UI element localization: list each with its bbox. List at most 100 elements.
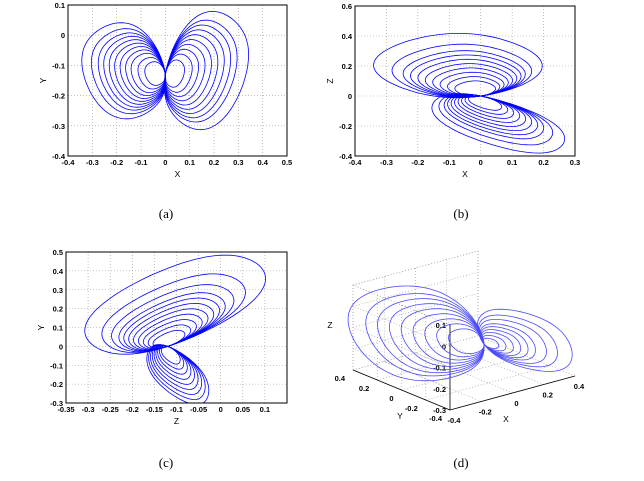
attractor-loop-2-1-7: [148, 344, 206, 401]
attractor-loop-1-1-3: [457, 94, 521, 123]
attractor-loop-3-0-6: [377, 298, 485, 374]
panel-a: -0.4 -0.3 -0.2 -0.1 0 0.1 0.2 0.3 0.4 0.5 0.1 0 -0.1…: [38, 1, 292, 179]
attractor-loop-1-1-2: [461, 94, 515, 119]
y-tick-label: -0.4: [429, 414, 443, 423]
x-tick-label: 0.4: [257, 158, 268, 167]
attractor-loop-3-1-4: [480, 326, 529, 359]
y-tick-label: -0.3: [50, 399, 63, 408]
x-tick-label: -0.2: [411, 158, 424, 167]
grid-line: [477, 335, 576, 377]
attractor-loop-0-1-9: [163, 10, 250, 131]
attractor-loop-1-0-7: [402, 50, 526, 98]
y-tick-label: 0: [59, 342, 63, 351]
x-tick-label: -0.25: [102, 405, 119, 414]
y-tick-label: 0: [61, 31, 65, 40]
x-tick-label: -0.2: [479, 408, 492, 417]
caption-b: (b): [453, 206, 469, 221]
attractor-loop-2-1-1: [159, 345, 185, 370]
z-tick-label: -0.2: [433, 385, 446, 394]
y-tick-label: 0: [348, 92, 352, 101]
attractor-loop-1-1-4: [454, 94, 527, 127]
y-axis-label: Z: [325, 78, 335, 83]
axes-frame: [354, 5, 576, 157]
grid-line: [377, 345, 503, 381]
y-tick-label: -0.2: [339, 122, 352, 131]
x-tick-label: 0.1: [260, 405, 270, 414]
attractor-loop-0-1-2: [164, 48, 199, 97]
curve-group: [373, 33, 566, 154]
x-tick-label: -0.05: [190, 405, 207, 414]
attractor-loop-3-1-0: [482, 337, 499, 349]
attractor-loop-0-0-0: [144, 61, 166, 86]
attractor-loop-1-1-7: [443, 93, 545, 140]
y-tick-label: -0.4: [52, 152, 66, 161]
y-tick-label: -0.2: [52, 92, 65, 101]
attractor-loop-2-0-7: [118, 292, 226, 352]
panel-c: -0.35 -0.3 -0.25 -0.2 -0.15 -0.1 -0.05 0 0.05 0.1…: [36, 248, 288, 426]
z-tick-label: 0: [442, 342, 446, 351]
y-tick-label: 0.6: [342, 2, 352, 11]
x-tick-label: -0.15: [146, 405, 163, 414]
attractor-loop-2-1-0: [160, 345, 181, 365]
z-tick-label: -0.3: [433, 406, 446, 415]
attractor-loop-1-0-4: [424, 63, 514, 98]
attractor-loop-3-0-8: [347, 285, 485, 382]
attractor-loop-2-0-3: [138, 313, 203, 350]
attractor-loop-2-1-3: [155, 344, 192, 380]
x-axis-label: X: [503, 414, 509, 424]
attractor-loop-2-1-5: [151, 344, 199, 390]
y-tick-label: 0.3: [53, 286, 63, 295]
attractor-loop-2-1-2: [157, 345, 188, 375]
y-tick-label: 0.1: [55, 1, 65, 10]
attractor-loop-0-0-9: [90, 28, 167, 115]
x-tick-label: 0: [479, 158, 483, 167]
attractor-loop-3-1-1: [481, 334, 507, 352]
attractor-loop-1-0-8: [391, 43, 533, 98]
y-tick-label: -0.2: [405, 404, 418, 413]
z-tick-label: 0.1: [436, 321, 446, 330]
attractor-loop-1-0-6: [410, 54, 522, 98]
attractor-loop-3-1-3: [480, 329, 522, 356]
grid-line: [401, 355, 527, 391]
x-tick-label: -0.4: [448, 416, 462, 425]
x-tick-label: -0.35: [57, 405, 74, 414]
y-tick-label: 0.4: [53, 267, 64, 276]
attractor-loop-3-0-4: [400, 308, 485, 367]
grid-line: [384, 361, 482, 402]
caption-c: (c): [158, 455, 174, 470]
y-axis: [352, 369, 451, 411]
attractor-loop-0-1-8: [164, 19, 238, 123]
x-tick-label: -0.2: [110, 158, 123, 167]
attractor-loop-3-1-5: [479, 323, 536, 361]
attractor-loop-1-1-8: [438, 93, 554, 146]
attractor-loop-3-1-2: [481, 332, 514, 354]
attractor-loop-0-1-3: [164, 44, 206, 102]
x-tick-label: -0.1: [170, 405, 183, 414]
attractor-loop-2-0-4: [133, 308, 209, 350]
z-axis-label: Z: [327, 320, 332, 330]
grid-line: [352, 293, 479, 328]
attractor-loop-2-0-6: [123, 297, 220, 351]
curve-group: [84, 254, 267, 403]
x-tick-label: -0.4: [62, 158, 76, 167]
attractor-loop-1-1-0: [468, 95, 503, 111]
attractor-loop-2-0-9: [101, 273, 246, 354]
attractor-loop-0-0-2: [130, 52, 166, 93]
x-tick-label: -0.2: [126, 405, 139, 414]
y-tick-label: -0.1: [50, 361, 63, 370]
x-tick-label: 0.5: [282, 158, 292, 167]
attractor-loop-0-0-8: [97, 32, 167, 111]
curve-group: [81, 10, 250, 131]
z-tick-label: -0.1: [433, 364, 446, 373]
y-tick-label: -0.1: [52, 61, 65, 70]
attractor-loop-0-0-4: [119, 46, 167, 99]
attractor-loop-2-1-4: [153, 344, 195, 385]
attractor-loop-1-1-6: [447, 93, 539, 136]
x-tick-label: 0: [514, 399, 518, 408]
x-tick-label: 0.1: [507, 158, 517, 167]
grid-line: [425, 365, 551, 401]
attractor-loop-0-1-5: [164, 34, 219, 110]
attractor-loop-1-0-9: [373, 33, 543, 99]
x-tick-label: 0.4: [574, 382, 585, 391]
